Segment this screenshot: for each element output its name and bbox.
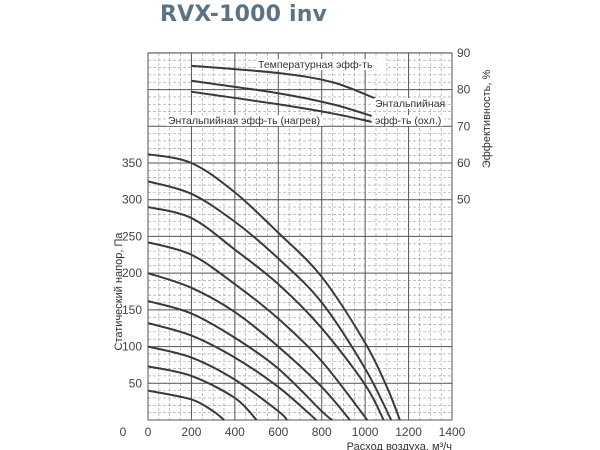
x-tick-label: 600: [268, 425, 288, 439]
pressure-curve: [147, 180, 393, 421]
pressure-curve: [147, 241, 369, 421]
pressure-curve: [147, 153, 401, 421]
efficiency-curve: [191, 90, 372, 123]
y-tick-label: 150: [122, 303, 142, 317]
pressure-curve: [147, 389, 225, 421]
y-tick-label: 50: [129, 376, 143, 390]
x-axis-label: Расход воздуха, м³/ч: [347, 441, 452, 450]
efficiency-curve: [191, 64, 377, 100]
y-tick-label: 200: [122, 266, 142, 280]
y-tick-label: 300: [122, 193, 142, 207]
pressure-curve: [147, 300, 333, 421]
pressure-curve: [147, 365, 258, 421]
annotation-background: [374, 115, 444, 126]
y2-tick-label: 60: [457, 156, 471, 170]
y-tick-label: 250: [122, 229, 142, 243]
annotation-background: [256, 59, 386, 70]
y-tick-label-zero: 0: [120, 425, 127, 439]
annotation-background: [167, 115, 323, 126]
pressure-curve: [147, 322, 317, 421]
pressure-curve: [147, 272, 351, 421]
x-tick-label: 1400: [439, 425, 466, 439]
plot-border: [147, 52, 453, 421]
y-tick-label: 350: [122, 156, 142, 170]
y2-tick-label: 70: [457, 119, 471, 133]
efficiency-curve: [191, 79, 372, 117]
x-tick-label: 0: [145, 425, 152, 439]
x-tick-label: 400: [225, 425, 245, 439]
annotation-enthalpy-heating: Энтальпийная эфф-ть (нагрев): [168, 115, 320, 127]
y2-tick-label: 80: [457, 83, 471, 97]
x-tick-label: 1000: [352, 425, 379, 439]
y2-tick-label: 90: [457, 46, 471, 60]
pressure-curve: [147, 345, 288, 421]
annotation-enthalpy-cooling-line2: эфф-ть (охл.): [375, 115, 441, 127]
annotation-enthalpy-cooling-line1: Энтальпийная: [375, 98, 445, 110]
pressure-curve: [147, 206, 385, 421]
x-tick-label: 800: [312, 425, 332, 439]
y2-tick-label: 50: [457, 193, 471, 207]
annotation-background: [374, 98, 438, 109]
chart-title: RVX-1000 inv: [160, 2, 328, 27]
y-tick-label: 100: [122, 340, 142, 354]
x-tick-label: 200: [181, 425, 201, 439]
y-axis-label: Статический напор, Па: [113, 232, 125, 351]
y2-axis-label: Эффективность, %: [481, 70, 493, 169]
x-tick-label: 1200: [395, 425, 422, 439]
annotation-temperature: Температурная эфф-ть: [258, 59, 373, 71]
